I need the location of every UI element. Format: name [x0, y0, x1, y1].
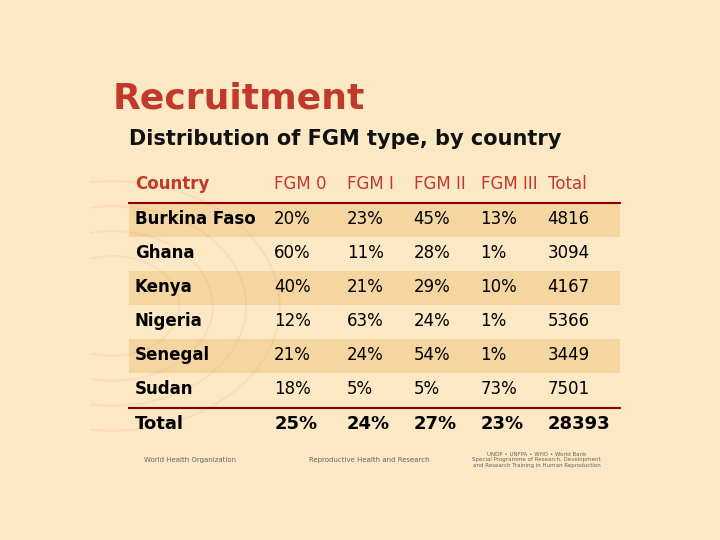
Text: 7501: 7501	[547, 380, 590, 399]
Bar	[129, 202, 620, 237]
Text: 5%: 5%	[413, 380, 440, 399]
Text: 4167: 4167	[547, 278, 590, 296]
Bar	[129, 271, 620, 305]
Text: 40%: 40%	[274, 278, 311, 296]
Text: Total: Total	[135, 415, 184, 433]
Text: 24%: 24%	[347, 415, 390, 433]
Text: 20%: 20%	[274, 210, 311, 228]
Text: Total: Total	[547, 175, 586, 193]
Text: 21%: 21%	[347, 278, 384, 296]
Text: Sudan: Sudan	[135, 380, 193, 399]
Text: 73%: 73%	[481, 380, 518, 399]
Text: Kenya: Kenya	[135, 278, 192, 296]
Text: 25%: 25%	[274, 415, 318, 433]
Text: Recruitment: Recruitment	[112, 82, 365, 116]
Text: 13%: 13%	[481, 210, 518, 228]
Text: 1%: 1%	[481, 346, 507, 364]
Text: 28393: 28393	[547, 415, 610, 433]
Text: Ghana: Ghana	[135, 244, 194, 262]
Text: 24%: 24%	[413, 312, 451, 330]
Text: 12%: 12%	[274, 312, 311, 330]
Text: 4816: 4816	[547, 210, 590, 228]
Text: 3449: 3449	[547, 346, 590, 364]
Text: 29%: 29%	[413, 278, 451, 296]
Text: 11%: 11%	[347, 244, 384, 262]
Text: UNDP • UNFPA • WHO • World Bank
Special Programme of Research, Development
and R: UNDP • UNFPA • WHO • World Bank Special …	[472, 451, 600, 468]
Text: 28%: 28%	[413, 244, 451, 262]
Text: 27%: 27%	[413, 415, 456, 433]
Bar	[129, 373, 620, 407]
Text: 1%: 1%	[481, 312, 507, 330]
Text: Senegal: Senegal	[135, 346, 210, 364]
Text: World Health Organization: World Health Organization	[145, 457, 236, 463]
Text: 23%: 23%	[481, 415, 523, 433]
Text: FGM II: FGM II	[413, 175, 465, 193]
Text: 18%: 18%	[274, 380, 311, 399]
Text: 60%: 60%	[274, 244, 311, 262]
Bar	[129, 339, 620, 373]
Text: 24%: 24%	[347, 346, 384, 364]
Text: 45%: 45%	[413, 210, 450, 228]
Bar	[129, 237, 620, 271]
Text: Burkina Faso: Burkina Faso	[135, 210, 256, 228]
Text: 23%: 23%	[347, 210, 384, 228]
Bar	[129, 305, 620, 339]
Text: Nigeria: Nigeria	[135, 312, 202, 330]
Text: FGM III: FGM III	[481, 175, 537, 193]
Text: Country: Country	[135, 175, 209, 193]
Text: 10%: 10%	[481, 278, 518, 296]
Text: 3094: 3094	[547, 244, 590, 262]
Text: 63%: 63%	[347, 312, 384, 330]
Text: Reproductive Health and Research: Reproductive Health and Research	[309, 457, 429, 463]
Text: 1%: 1%	[481, 244, 507, 262]
Text: 5%: 5%	[347, 380, 373, 399]
Text: 5366: 5366	[547, 312, 590, 330]
Text: FGM I: FGM I	[347, 175, 394, 193]
Text: Distribution of FGM type, by country: Distribution of FGM type, by country	[129, 129, 562, 149]
Text: 21%: 21%	[274, 346, 311, 364]
Text: 54%: 54%	[413, 346, 450, 364]
Text: FGM 0: FGM 0	[274, 175, 327, 193]
